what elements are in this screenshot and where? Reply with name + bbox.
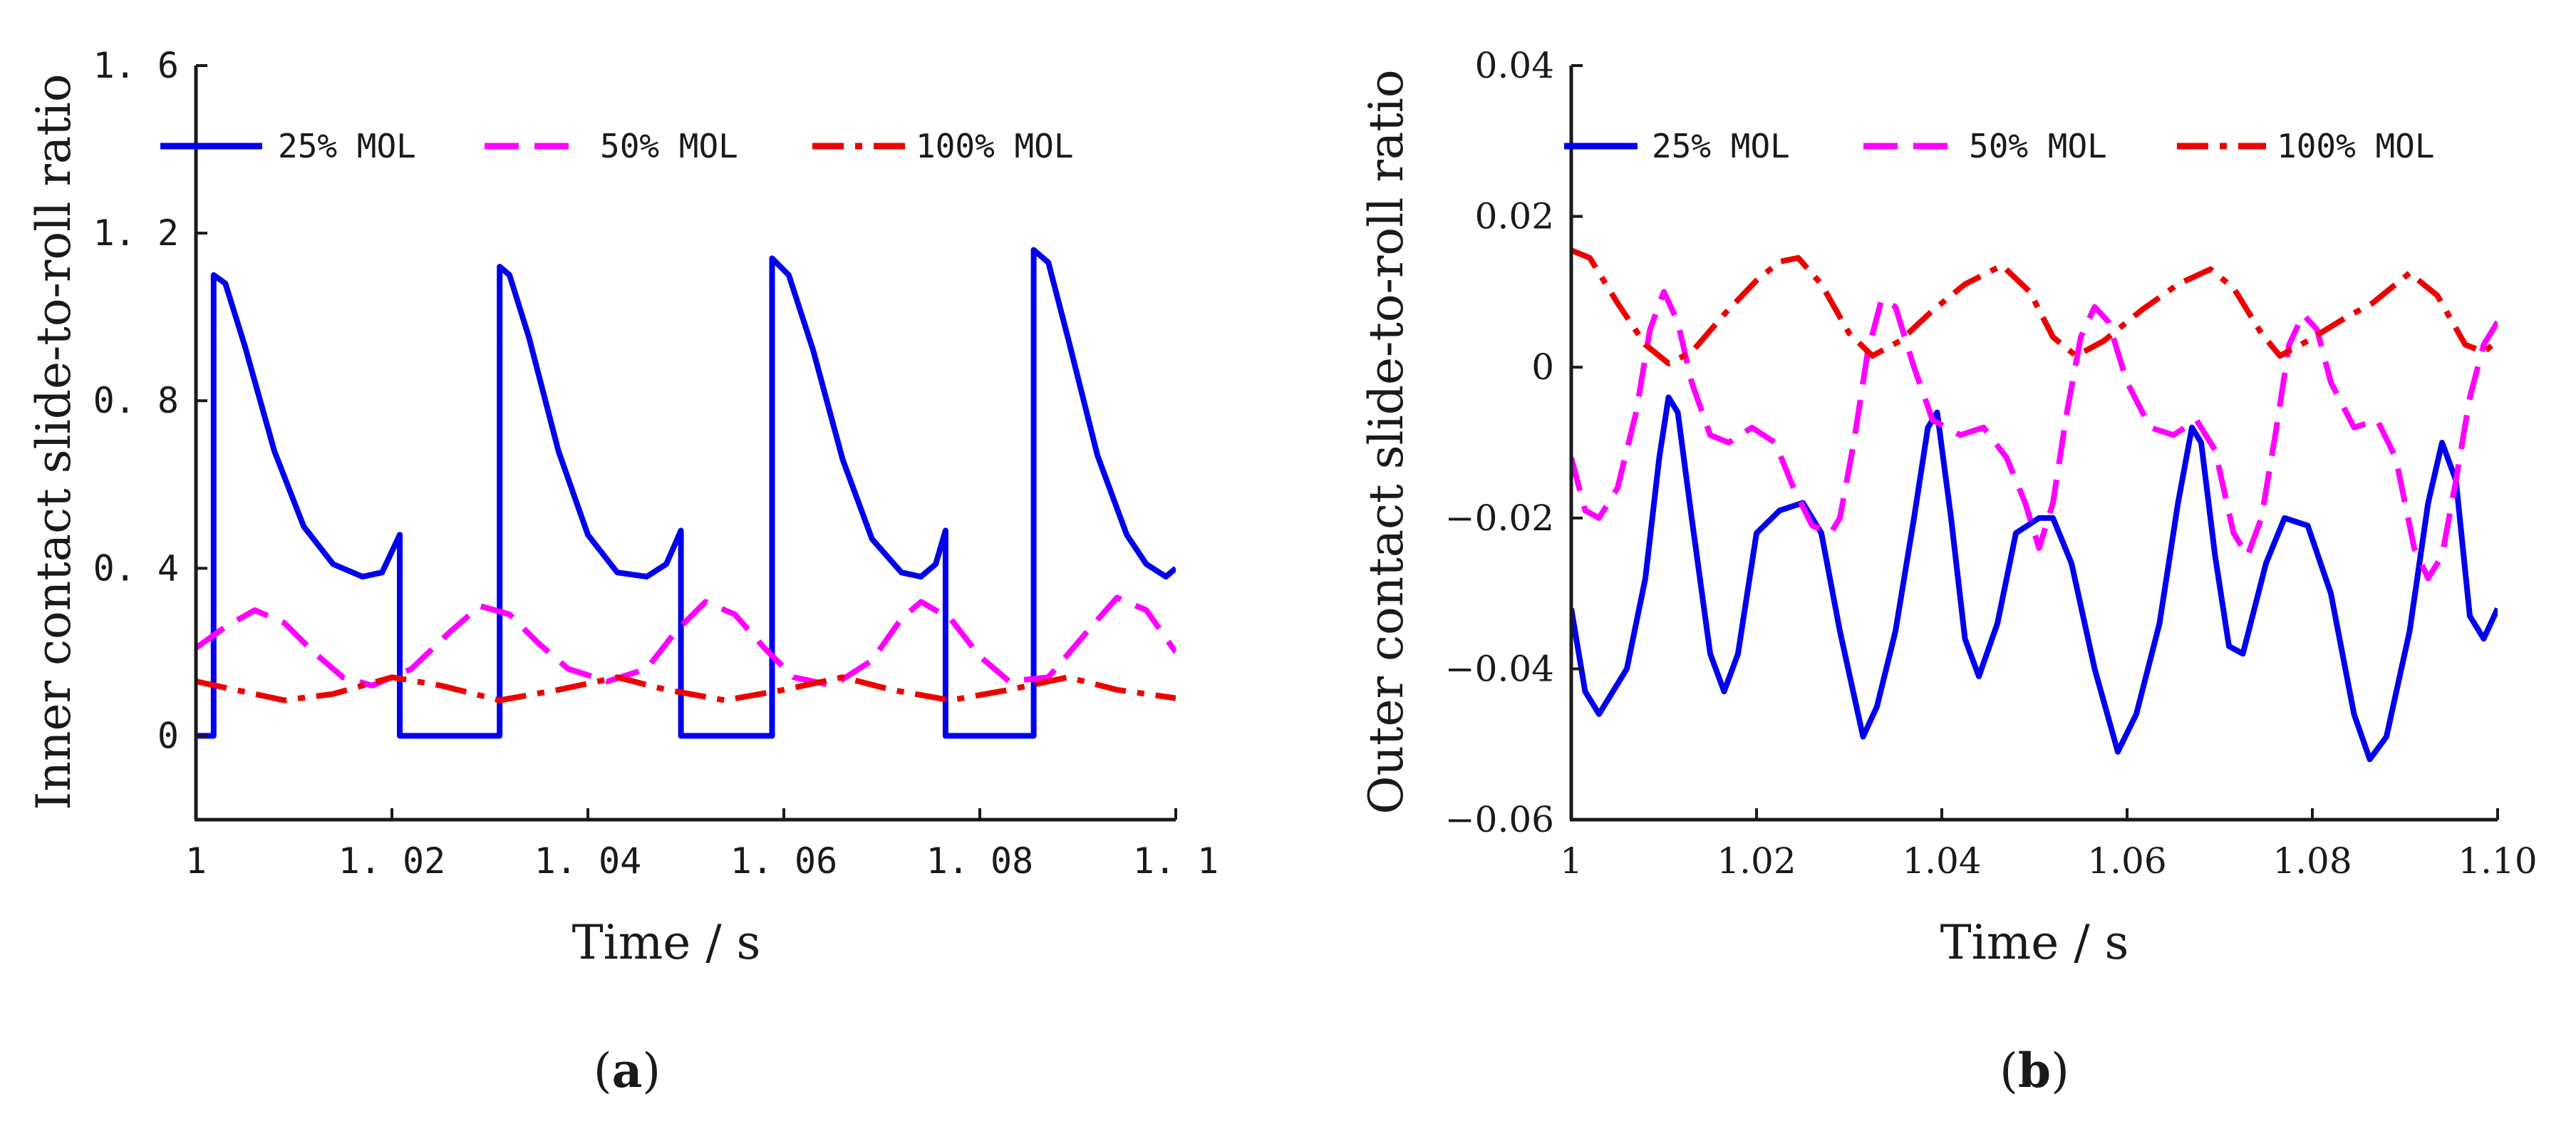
panel-b-y-tick-label: 0.04 xyxy=(1475,45,1554,86)
panel-a-y-tick-label: 0 xyxy=(157,715,179,756)
panel-b-x-ticks: 1 1.02 1.04 1.06 1.08 1.10 xyxy=(1560,808,2538,882)
panel-a-y-ticks: 0 0. 4 0. 8 1. 2 1. 6 xyxy=(93,45,207,756)
panel-a-series-100-mol xyxy=(196,674,1176,703)
panel-a-x-ticks: 1 1. 02 1. 04 1. 06 1. 08 1. 1 xyxy=(185,808,1219,882)
panel-b-y-label: Outer contact slide-to-roll ratio xyxy=(1359,69,1414,814)
panel-a-y-tick-label: 0. 8 xyxy=(93,380,179,421)
panel-b-y-tick-label: 0.02 xyxy=(1475,196,1554,237)
panel-b-y-tick-label: −0.06 xyxy=(1445,799,1554,840)
panel-a-legend-label-25: 25% MOL xyxy=(278,127,416,165)
panel-a-legend-label-100: 100% MOL xyxy=(916,127,1074,165)
panel-a-caption: (a) xyxy=(594,1043,661,1098)
panel-b-x-tick-label: 1.08 xyxy=(2272,840,2352,882)
panel-a-x-label: Time / s xyxy=(572,915,761,970)
panel-a-x-tick-label: 1. 08 xyxy=(926,840,1034,882)
panel-a-y-tick-label: 1. 2 xyxy=(93,212,179,254)
panel-b-legend-label-100: 100% MOL xyxy=(2277,127,2435,165)
panel-b-caption-letter: b xyxy=(2018,1043,2051,1098)
panel-a-series-group xyxy=(196,247,1176,739)
panel-b-legend: 25% MOL 50% MOL 100% MOL xyxy=(1564,127,2435,165)
panel-b-series-group xyxy=(1571,247,2498,763)
panel-a-y-tick-label: 1. 6 xyxy=(93,45,179,86)
panel-b-y-tick-label: −0.02 xyxy=(1445,497,1554,539)
panel-a-legend-label-50: 50% MOL xyxy=(600,127,738,165)
panel-b-caption: (b) xyxy=(2000,1043,2069,1098)
panel-a-x-tick-label: 1 xyxy=(185,840,207,882)
panel-a-series-25-mol xyxy=(196,247,1176,739)
panel-a-chart: 00. 40. 81. 21. 6 1 1. 02 1. 04 1. 06 1. 08 1… xyxy=(26,45,1219,1098)
panel-b-legend-label-50: 50% MOL xyxy=(1969,127,2107,165)
panel-b-chart: −0.06 −0.04 −0.02 0 0.02 0.04 1 1.02 1.04 1.06 1.… xyxy=(1359,45,2538,1098)
panel-b-series-25-mol xyxy=(1571,394,2498,763)
panel-b-y-tick-label: 0 xyxy=(1531,346,1554,388)
panel-b-y-ticks: −0.06 −0.04 −0.02 0 0.02 0.04 xyxy=(1445,45,1583,840)
panel-b-x-label: Time / s xyxy=(1940,915,2129,970)
panel-a-y-label: Inner contact slide-to-roll ratio xyxy=(26,73,81,810)
panel-b-x-tick-label: 1 xyxy=(1560,840,1583,882)
panel-b-series-100-mol xyxy=(1571,247,2498,366)
panel-b-x-tick-label: 1.06 xyxy=(2087,840,2166,882)
panel-b-x-tick-label: 1.10 xyxy=(2458,840,2537,882)
panel-b-y-tick-label: −0.04 xyxy=(1445,648,1554,689)
panel-a-caption-letter: a xyxy=(612,1043,643,1098)
panel-a-legend: 25% MOL 50% MOL 100% MOL xyxy=(160,127,1074,165)
panel-b-series-50-mol xyxy=(1571,289,2498,582)
panel-a-x-tick-label: 1. 06 xyxy=(730,840,838,882)
panel-a-x-tick-label: 1. 02 xyxy=(338,840,446,882)
panel-b-legend-label-25: 25% MOL xyxy=(1652,127,1790,165)
panel-b-x-tick-label: 1.02 xyxy=(1717,840,1796,882)
panel-a-x-tick-label: 1. 1 xyxy=(1133,840,1219,882)
panel-a-series-50-mol xyxy=(196,594,1176,689)
panel-b-x-tick-label: 1.04 xyxy=(1902,840,1981,882)
panel-a-x-tick-label: 1. 04 xyxy=(534,840,642,882)
panel-a-y-tick-label: 0. 4 xyxy=(93,547,179,589)
